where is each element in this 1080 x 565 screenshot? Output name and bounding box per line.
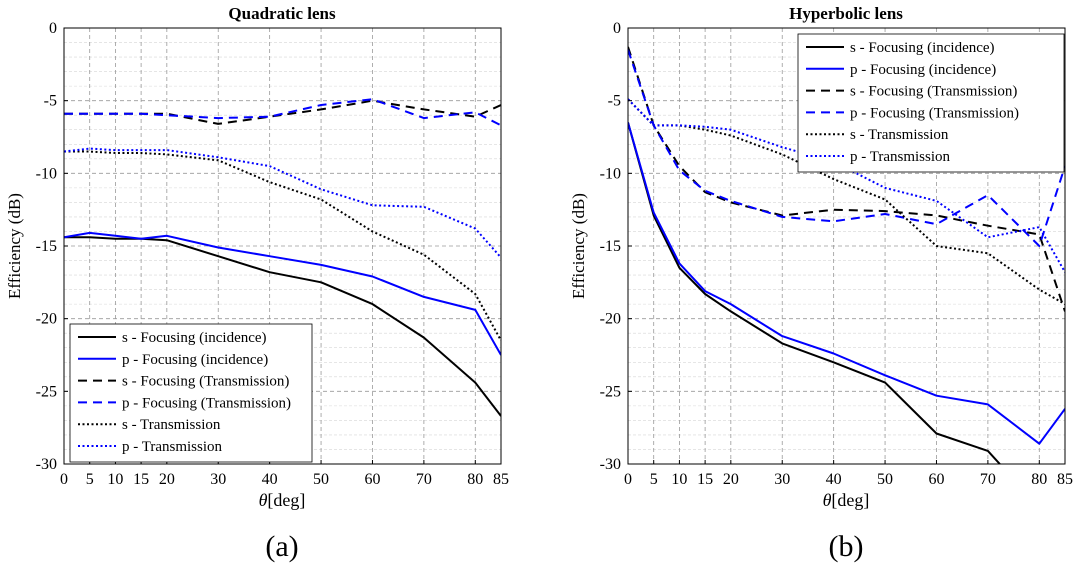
chart-title: Hyperbolic lens — [789, 4, 903, 23]
x-tick-label: 80 — [467, 471, 483, 488]
series-lines — [64, 98, 501, 417]
x-axis-unit: [deg] — [831, 490, 869, 510]
y-tick-label: -20 — [600, 311, 621, 328]
x-tick-label: 80 — [1031, 471, 1047, 488]
x-tick-label: 40 — [262, 471, 278, 488]
x-tick-label: 30 — [774, 471, 790, 488]
series-line-4 — [64, 98, 501, 127]
panel-label: (b) — [829, 530, 864, 563]
legend-entry-label: p - Focusing (incidence) — [850, 62, 996, 78]
y-tick-label: -30 — [600, 456, 621, 473]
x-axis-unit: [deg] — [267, 490, 305, 510]
x-tick-label: 10 — [107, 471, 123, 488]
y-tick-label: -20 — [36, 311, 57, 328]
chart-panel-quadratic: Quadratic lens 0 5 10 15 20 30 40 50 60 70 80 85 0 -5… — [5, 4, 509, 563]
legend-entry-label: s - Focusing (incidence) — [122, 330, 267, 346]
series-line-1 — [628, 122, 1002, 464]
series-line-5 — [64, 150, 501, 341]
x-axis-symbol: θ — [823, 490, 832, 510]
legend-entry-label: s - Focusing (Transmission) — [850, 84, 1017, 100]
chart-panel-hyperbolic: Hyperbolic lens 0 5 10 15 20 30 40 50 60 70 80 850-… — [569, 4, 1073, 563]
legend-entry-label: s - Focusing (Transmission) — [122, 374, 289, 390]
series-line-2 — [64, 231, 501, 356]
x-axis-symbol: θ — [259, 490, 268, 510]
x-tick-label: 60 — [364, 471, 380, 488]
x-tick-label: 15 — [133, 471, 149, 488]
series-line-2 — [628, 122, 1065, 445]
panel-label: (a) — [265, 530, 298, 563]
x-tick-label: 50 — [313, 471, 329, 488]
legend-entry-label: p - Focusing (incidence) — [122, 352, 268, 368]
x-tick-label: 30 — [210, 471, 226, 488]
legend-entry-label: s - Focusing (incidence) — [850, 40, 995, 56]
legend: s - Focusing (incidence) p - Focusing (in… — [69, 323, 313, 463]
x-tick-label: 70 — [980, 471, 996, 488]
series-line-6 — [64, 147, 501, 259]
y-tick-label: -30 — [36, 456, 57, 473]
y-tick-label: -15 — [36, 238, 57, 255]
y-tick-label: 0 — [613, 20, 621, 37]
x-axis-label: θ[deg] — [823, 490, 870, 510]
y-tick-label: -10 — [36, 165, 57, 182]
x-tick-label: 10 — [671, 471, 687, 488]
legend-entry-label: p - Focusing (Transmission) — [850, 105, 1019, 121]
x-tick-label: 20 — [159, 471, 175, 488]
series-line-3 — [628, 46, 1065, 312]
legend-entry-label: p - Transmission — [850, 149, 951, 165]
y-tick-label: -5 — [608, 93, 621, 110]
x-tick-label: 70 — [416, 471, 432, 488]
x-tick-label: 50 — [877, 471, 893, 488]
y-axis-label: Efficiency (dB) — [569, 193, 588, 299]
y-tick-label: -25 — [36, 383, 57, 400]
legend-box — [69, 323, 313, 463]
axis-ticks: 0 5 10 15 20 30 40 50 60 70 80 85 0 -5 -10 -15 -20 -25 -30 — [36, 20, 509, 488]
x-tick-label: 60 — [928, 471, 944, 488]
y-tick-label: -25 — [600, 383, 621, 400]
y-tick-label: -15 — [600, 238, 621, 255]
x-tick-label: 5 — [650, 471, 658, 488]
chart-title: Quadratic lens — [228, 4, 336, 23]
x-tick-label: 20 — [723, 471, 739, 488]
legend-entry-label: p - Focusing (Transmission) — [122, 395, 291, 411]
x-tick-label: 0 — [60, 471, 68, 488]
axis-ticks: 0 5 10 15 20 30 40 50 60 70 80 85 0 -5 -10 -15 -20 -25 -30 — [600, 20, 1073, 488]
y-axis-label: Efficiency (dB) — [5, 193, 24, 299]
series-line-1 — [64, 236, 501, 417]
x-tick-label: 85 — [493, 471, 509, 488]
x-tick-label: 40 — [826, 471, 842, 488]
y-tick-label: -5 — [44, 93, 57, 110]
x-tick-label: 15 — [697, 471, 713, 488]
legend-entry-label: s - Transmission — [850, 127, 949, 143]
legend-entry-label: s - Transmission — [122, 417, 221, 433]
x-tick-label: 85 — [1057, 471, 1073, 488]
legend-entry-label: p - Transmission — [122, 439, 223, 455]
legend: s - Focusing (incidence) p - Focusing (in… — [797, 33, 1065, 173]
legend-box — [797, 33, 1065, 173]
grid — [628, 28, 1065, 464]
x-tick-label: 5 — [86, 471, 94, 488]
x-tick-label: 0 — [624, 471, 632, 488]
series-line-4 — [628, 49, 1065, 247]
y-tick-label: -10 — [600, 165, 621, 182]
x-axis-label: θ[deg] — [259, 490, 306, 510]
y-tick-label: 0 — [49, 20, 57, 37]
